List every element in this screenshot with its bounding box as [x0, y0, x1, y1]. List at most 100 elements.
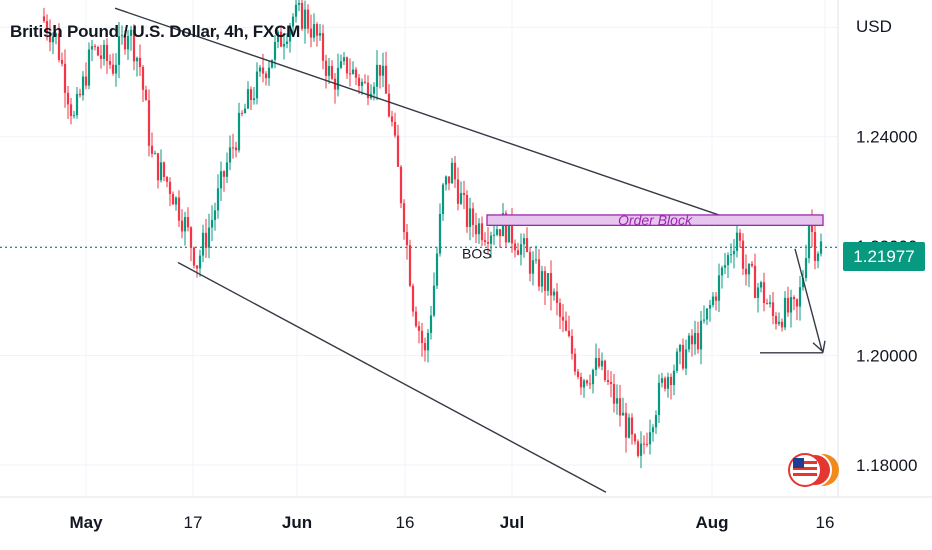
candle-body	[117, 36, 121, 65]
candle-body	[588, 383, 592, 385]
candle-body	[210, 220, 214, 228]
candle-body	[684, 349, 688, 369]
candle-body	[312, 24, 316, 38]
candle-body	[336, 67, 340, 90]
candle-body	[555, 291, 559, 303]
candle-body	[237, 112, 241, 151]
candle-body	[591, 369, 595, 385]
candle-body	[219, 171, 223, 189]
candle-body	[597, 358, 601, 367]
projection-arrow-line	[794, 248, 823, 351]
candle-body	[411, 285, 415, 312]
candle-body	[123, 35, 127, 50]
candle-body	[579, 376, 583, 388]
candle-body	[66, 92, 70, 105]
candle-body	[87, 49, 91, 86]
candle-body	[507, 216, 511, 243]
candle-body	[198, 255, 202, 269]
time-tick-label: 17	[184, 513, 203, 532]
candle-body	[135, 57, 139, 62]
candle-body	[345, 57, 349, 74]
candle-body	[111, 64, 115, 74]
candle-body	[603, 360, 607, 381]
candle-body	[75, 93, 79, 116]
candle-body	[84, 76, 88, 86]
candle-body	[93, 46, 97, 48]
candle-body	[600, 360, 604, 367]
candle-body	[765, 303, 769, 305]
candle-body	[744, 268, 748, 275]
candle-body	[126, 35, 130, 50]
candle-body	[318, 33, 322, 36]
candle-body	[192, 247, 196, 266]
time-axis[interactable]: May 17 Jun 16 Jul Aug 16	[69, 513, 834, 532]
candle-body	[693, 333, 697, 345]
candle-body	[495, 229, 499, 235]
candle-body	[348, 73, 352, 75]
candle-body	[780, 321, 784, 328]
candle-body	[450, 162, 454, 184]
candle-body	[630, 417, 634, 435]
order-block-zone	[486, 214, 824, 226]
candle-body	[681, 344, 685, 369]
candle-body	[552, 291, 556, 296]
lower-trendline	[177, 261, 607, 493]
candle-body	[543, 271, 547, 291]
candle-body	[633, 434, 637, 442]
candle-body	[243, 108, 247, 114]
candle-body	[456, 179, 460, 204]
last-price-tag: 1.21977	[843, 242, 925, 271]
candle-body	[738, 232, 742, 241]
candle-body	[750, 263, 754, 266]
candle-body	[504, 213, 508, 243]
candle-body	[789, 297, 793, 313]
candle-body	[747, 263, 751, 275]
candle-body	[267, 67, 271, 79]
candle-body	[261, 67, 265, 74]
candle-body	[102, 44, 106, 59]
candle-body	[561, 316, 565, 321]
candle-body	[447, 176, 451, 184]
candle-body	[276, 31, 280, 42]
candle-body	[300, 2, 304, 29]
candle-body	[531, 260, 535, 274]
candle-body	[90, 46, 94, 50]
candle-body	[183, 217, 187, 232]
candle-body	[678, 344, 682, 352]
candle-body	[558, 302, 562, 317]
candle-body	[711, 296, 715, 305]
candle-body	[228, 147, 232, 163]
candle-body	[171, 194, 175, 205]
us-uk-flags-icon[interactable]	[783, 446, 843, 496]
candle-body	[477, 223, 481, 235]
candle-body	[315, 24, 319, 36]
candle-body	[54, 33, 58, 37]
candle-body	[363, 81, 367, 83]
candle-body	[621, 412, 625, 416]
currency-label[interactable]: USD	[856, 17, 892, 36]
candle-body	[576, 371, 580, 377]
candle-body	[627, 417, 631, 438]
candle-body	[459, 193, 463, 204]
candle-body	[480, 223, 484, 241]
candle-body	[144, 89, 148, 101]
candle-body	[96, 46, 100, 56]
candle-body	[426, 332, 430, 351]
candle-body	[234, 147, 238, 151]
candle-body	[792, 297, 796, 300]
candle-body	[57, 33, 61, 60]
candle-body	[486, 242, 490, 244]
candle-body	[72, 115, 76, 117]
candle-body	[48, 32, 52, 43]
candle-body	[201, 232, 205, 256]
candle-body	[129, 29, 133, 36]
candle-body	[669, 376, 673, 386]
candle-body	[429, 315, 433, 333]
candle-body	[726, 255, 730, 266]
candle-body	[402, 203, 406, 233]
candle-body	[489, 235, 493, 244]
candle-body	[564, 320, 568, 331]
